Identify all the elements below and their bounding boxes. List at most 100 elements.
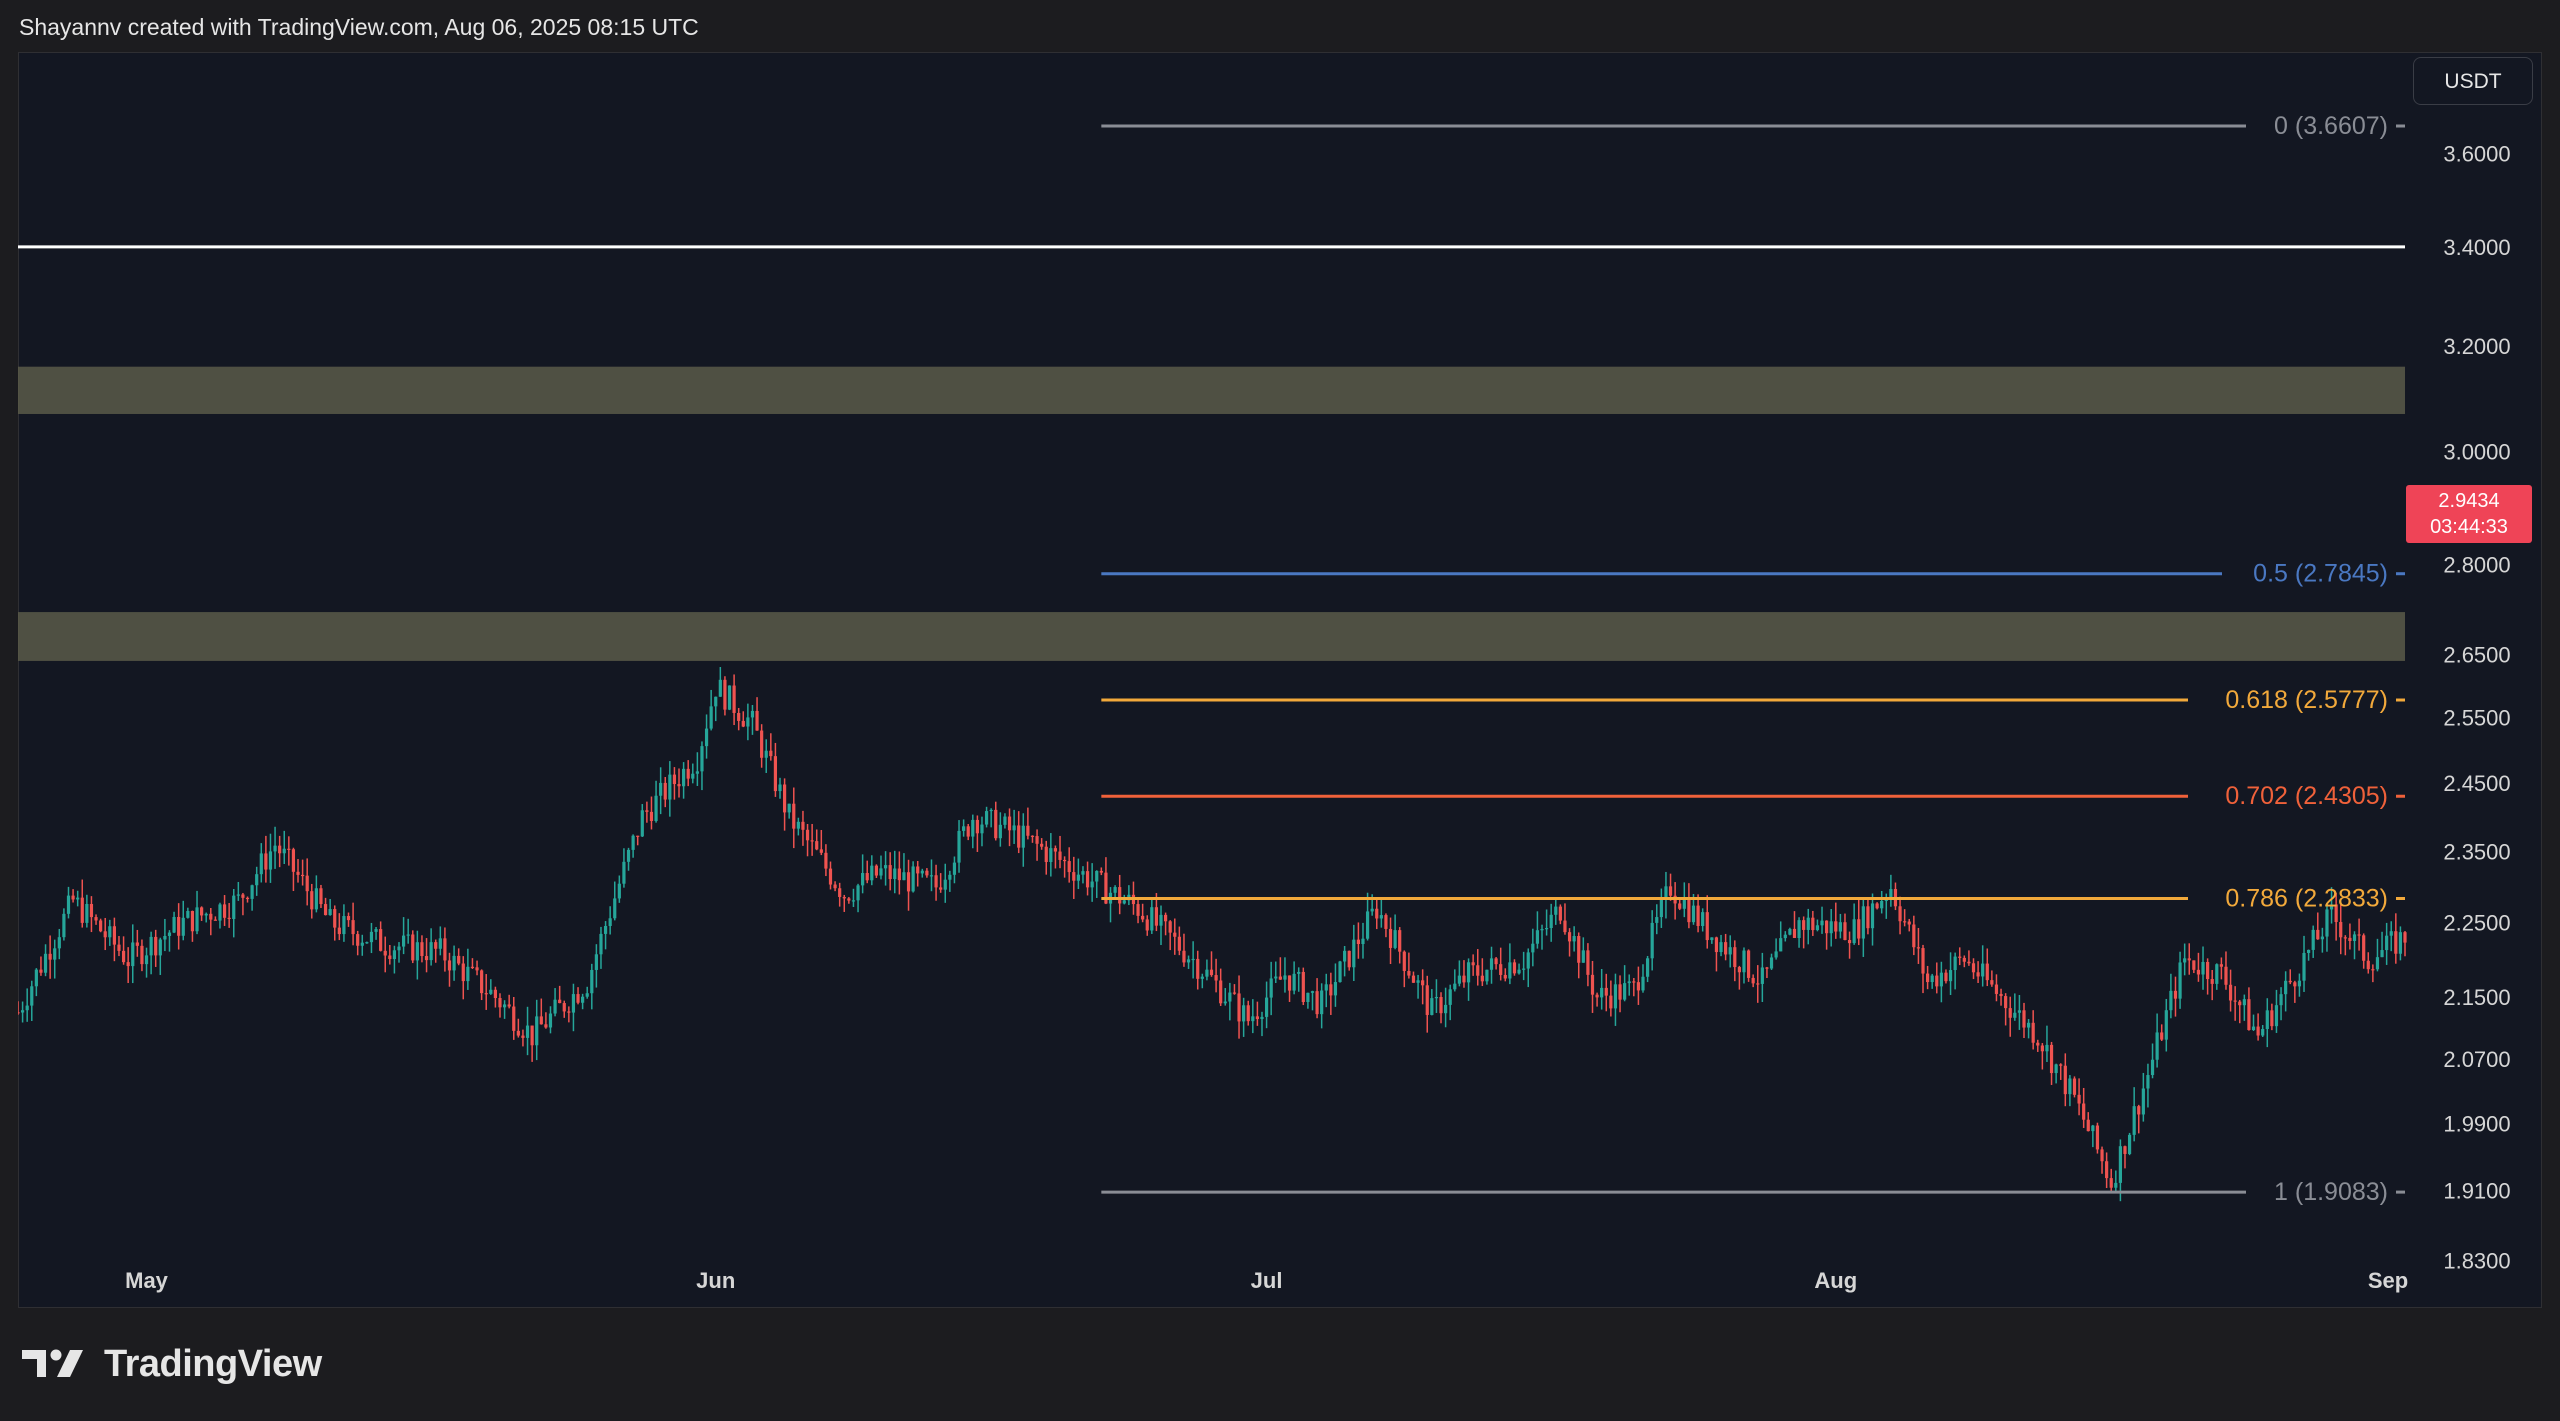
candle-body-37 [181,917,185,936]
candle-body-383 [1769,957,1774,969]
candle-body-93 [438,938,442,949]
price-tick-label: 2.5500 [2443,706,2510,731]
candle-body-12 [66,895,71,914]
fib-label-0: 0 (3.6607) [2274,112,2388,140]
candle-body-123 [576,994,580,1003]
candle-body-386 [1783,934,1787,939]
candle-body-354 [1636,982,1641,991]
candle-body-150 [700,746,704,772]
candle-body-427 [1971,963,1976,973]
candle-body-514 [2371,969,2375,971]
candle-body-27 [135,942,139,946]
candle-body-370 [1710,937,1714,941]
candle-body-36 [177,916,181,936]
candle-body-59 [282,848,286,854]
candle-body-258 [1196,958,1200,979]
candle-body-41 [200,907,204,916]
candle-body-251 [1163,914,1168,922]
candle-body-442 [2040,1045,2044,1052]
candle-body-130 [608,918,612,926]
candle-body-205 [952,862,957,875]
candle-body-518 [2389,931,2393,936]
candle-body-220 [1021,825,1025,848]
candle-body-99 [466,966,470,982]
candle-body-270 [1251,1016,1255,1022]
candle-body-341 [1577,936,1581,963]
candle-body-432 [1994,984,1999,994]
candle-body-233 [1081,871,1085,875]
candle-body-178 [828,868,833,885]
candle-body-434 [2004,996,2008,1009]
candle-layer [18,667,2407,1202]
candle-body-48 [232,895,236,919]
candle-body-111 [521,1035,525,1038]
candle-body-310 [1434,997,1439,999]
candle-body-459 [2118,1146,2122,1183]
candle-body-8 [48,953,52,960]
candle-body-453 [2091,1125,2095,1132]
candle-body-186 [865,873,869,881]
candle-body-230 [1067,861,1071,873]
candle-body-484 [2233,1000,2237,1002]
candle-body-236 [1095,870,1099,882]
footer-brand[interactable]: TradingView [20,1336,322,1392]
candle-body-299 [1384,915,1388,929]
candle-body-293 [1356,939,1360,945]
currency-selector[interactable]: USDT [2413,57,2533,105]
candle-body-519 [2394,931,2398,954]
candle-body-242 [1122,900,1126,904]
candle-body-286 [1324,984,1328,991]
candle-body-452 [2086,1119,2090,1132]
candle-body-324 [1499,964,1503,975]
candle-body-430 [1985,963,1989,981]
zone-layer [18,366,2405,661]
candle-body-431 [1990,980,1994,985]
candle-body-312 [1444,1004,1448,1014]
candle-body-278 [1287,975,1292,991]
candle-body-72 [342,916,346,935]
candle-body-81 [383,950,387,956]
candle-body-267 [1237,993,1241,1022]
candle-body-447 [2063,1065,2067,1095]
candle-body-261 [1209,969,1214,976]
candle-body-308 [1425,985,1429,1015]
candle-body-297 [1375,908,1379,919]
candle-body-83 [392,950,397,960]
candle-body-231 [1072,872,1076,881]
candle-body-385 [1779,938,1783,952]
candle-body-204 [948,874,952,880]
candle-body-28 [140,945,144,965]
candle-body-509 [2348,937,2352,941]
candle-body-113 [530,1025,534,1046]
candle-body-473 [2183,958,2187,963]
candle-body-479 [2210,979,2214,984]
candle-body-360 [1664,886,1668,900]
candle-body-181 [842,896,846,899]
candle-body-494 [2279,994,2283,1006]
candle-body-68 [323,904,328,916]
candle-body-212 [984,811,989,825]
candle-body-443 [2045,1044,2049,1052]
candle-body-75 [356,934,360,946]
candle-body-222 [1030,835,1035,837]
fib-label-0.702: 0.702 (2.4305) [2225,782,2388,810]
candle-body-187 [870,865,874,881]
price-chart[interactable]: 0 (3.6607) 0.5 (2.7845) 0.618 (2.5777) 0.70… [18,52,2540,1306]
candle-body-82 [388,955,392,960]
candle-body-114 [535,1016,539,1046]
candle-body-277 [1283,975,1287,980]
candle-body-418 [1930,975,1934,983]
candle-body-247 [1145,919,1149,931]
candle-body-76 [360,942,364,946]
candle-body-510 [2352,934,2357,941]
candle-body-135 [631,835,635,850]
candle-body-122 [571,994,576,1013]
candle-body-464 [2141,1088,2145,1115]
candle-body-52 [250,885,254,899]
candle-body-53 [255,874,259,886]
candle-body-300 [1388,928,1393,948]
candle-body-45 [218,904,222,921]
candle-body-100 [470,966,475,968]
candle-body-392 [1811,917,1815,931]
candle-body-218 [1012,825,1016,831]
